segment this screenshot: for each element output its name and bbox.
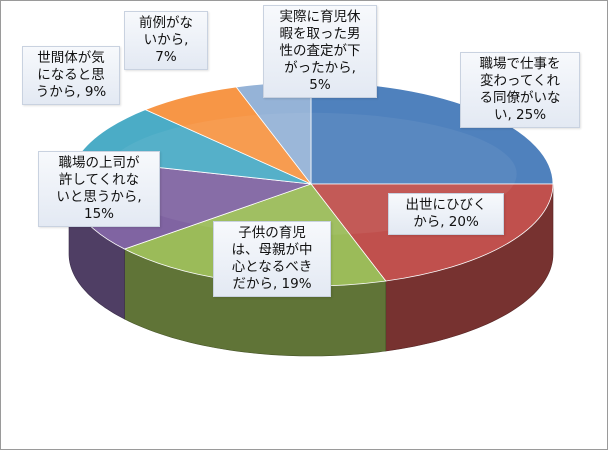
label-line: 性の査定が下: [279, 43, 361, 59]
label-line: 職場で仕事を: [479, 56, 561, 72]
label-line: 15%: [83, 206, 114, 222]
label-line: い, 25%: [493, 107, 547, 123]
label-boss-not-allow: 職場の上司が 許してくれな いと思うから, 15%: [38, 151, 160, 227]
label-line: 実際に育児休: [279, 9, 361, 25]
label-mother-central: 子供の育児 は、母親が中 心となるべき だから, 19%: [213, 221, 331, 297]
label-line: 出世にひびく: [405, 197, 487, 213]
label-no-coworker-cover: 職場で仕事を 変わってくれ る同僚がいな い, 25%: [460, 52, 580, 128]
label-line: 暇を取った男: [279, 26, 361, 42]
label-line: 5%: [309, 77, 331, 93]
label-line: 変わってくれ: [480, 73, 560, 89]
label-line: いと思うから,: [56, 189, 142, 205]
label-line: 子供の育児: [238, 225, 306, 241]
label-line: になると思: [37, 67, 105, 83]
label-line: は、母親が中: [231, 242, 313, 258]
label-reputation: 世間体が気 になると思 うから, 9%: [22, 46, 120, 105]
label-line: 前例がな: [139, 15, 193, 31]
label-line: 7%: [155, 49, 177, 65]
label-line: うから, 9%: [35, 84, 107, 100]
label-line: 職場の上司が: [58, 155, 140, 171]
label-line: から, 20%: [413, 214, 479, 230]
label-line: がったから,: [284, 60, 356, 76]
label-line: 心となるべき: [231, 259, 313, 275]
label-line: 世間体が気: [37, 50, 105, 66]
label-line: いから,: [143, 32, 189, 48]
label-line: 許してくれな: [58, 172, 140, 188]
label-line: る同僚がいな: [479, 90, 561, 106]
label-no-precedent: 前例がな いから, 7%: [124, 11, 208, 70]
pie-slice-6: [144, 86, 312, 185]
label-line: だから, 19%: [232, 276, 312, 292]
label-evaluation-dropped: 実際に育児休 暇を取った男 性の査定が下 がったから, 5%: [263, 5, 377, 98]
label-career-impact: 出世にひびく から, 20%: [388, 193, 504, 235]
